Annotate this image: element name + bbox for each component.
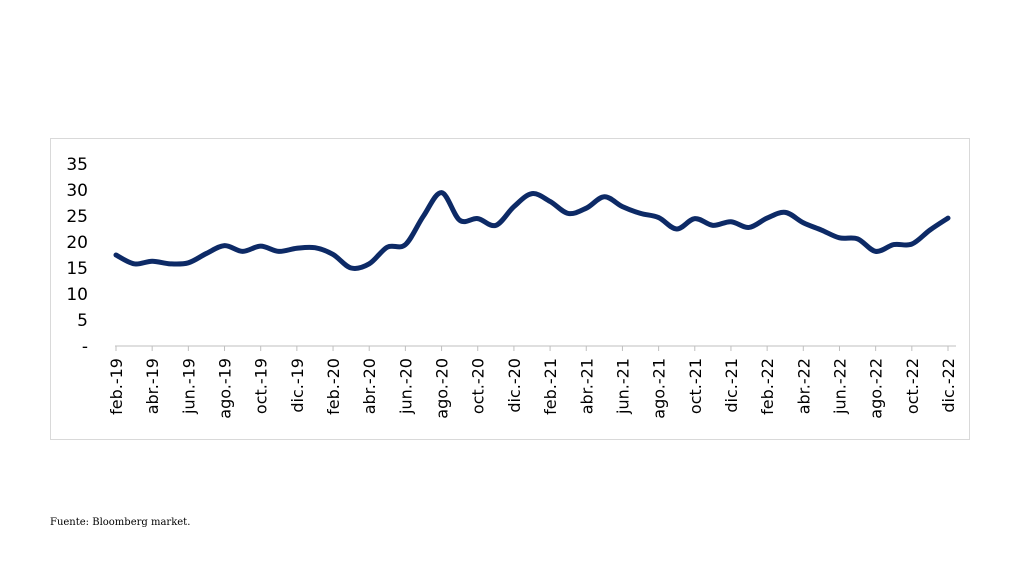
- y-tick-label: 35: [66, 155, 88, 175]
- x-tick-label: abr.-20: [360, 358, 379, 414]
- x-tick-label: jun.-20: [396, 358, 415, 415]
- y-axis-ticks: - 5 10 15 20 25 30 35: [66, 155, 88, 357]
- y-tick-label: 15: [66, 259, 88, 279]
- x-tick-label: feb.-20: [324, 358, 343, 415]
- source-note: Fuente: Bloomberg market.: [50, 517, 191, 528]
- x-tick-label: jun.-19: [179, 358, 198, 415]
- x-tick-label: oct.-21: [686, 358, 705, 414]
- y-tick-label: 5: [77, 311, 88, 331]
- x-tick-label: ago.-22: [867, 358, 886, 419]
- x-tick-label: ago.-21: [650, 358, 669, 419]
- x-tick-label: feb.-19: [107, 358, 126, 415]
- x-tick-label: ago.-20: [433, 358, 452, 419]
- x-tick-label: abr.-21: [577, 358, 596, 414]
- x-tick-label: oct.-22: [903, 358, 922, 414]
- x-tick-label: dic.-21: [722, 358, 741, 413]
- y-tick-label: 20: [66, 233, 88, 253]
- line-chart: - 5 10 15 20 25 30 35 feb.-19 abr.-19 jun.-19 ago.…: [66, 155, 958, 419]
- y-tick-label: 25: [66, 207, 88, 227]
- y-tick-label: 30: [66, 181, 88, 201]
- y-tick-label: 10: [66, 285, 88, 305]
- x-tick-label: jun.-22: [830, 358, 849, 415]
- x-axis-ticks: feb.-19 abr.-19 jun.-19 ago.-19 oct.-19 dic.-…: [107, 346, 958, 419]
- x-tick-label: oct.-19: [252, 358, 271, 414]
- series-line: [113, 190, 951, 271]
- x-tick-label: dic.-20: [505, 358, 524, 413]
- x-tick-label: abr.-22: [794, 358, 813, 414]
- chart-container: - 5 10 15 20 25 30 35 feb.-19 abr.-19 jun.-19 ago.…: [50, 138, 970, 440]
- x-tick-label: oct.-20: [469, 358, 488, 414]
- x-tick-label: feb.-21: [541, 358, 560, 415]
- x-tick-label: dic.-19: [288, 358, 307, 413]
- x-tick-label: dic.-22: [939, 358, 958, 413]
- x-tick-label: ago.-19: [216, 358, 235, 419]
- y-tick-label: -: [82, 337, 88, 357]
- x-tick-label: jun.-21: [613, 358, 632, 415]
- x-tick-label: abr.-19: [143, 358, 162, 414]
- x-tick-label: feb.-22: [758, 358, 777, 415]
